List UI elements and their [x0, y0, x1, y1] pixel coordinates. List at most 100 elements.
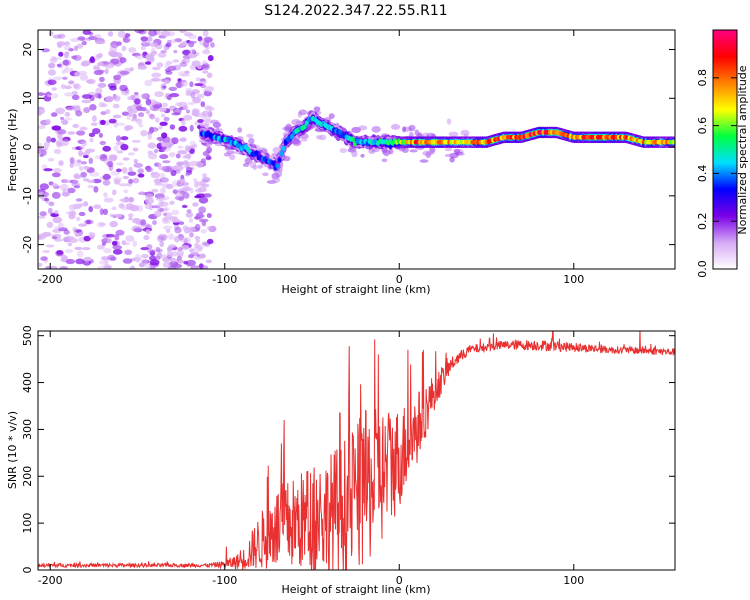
noise-speck [160, 187, 166, 195]
noise-speck [72, 123, 80, 128]
ridge-halo [444, 153, 451, 158]
ridge-halo [328, 113, 335, 119]
noise-speck [87, 179, 95, 184]
noise-speck [145, 167, 154, 173]
noise-speck [160, 83, 167, 91]
noise-speck [114, 213, 123, 218]
colorbar-tick-label: 0.8 [696, 69, 709, 87]
noise-speck [179, 137, 187, 142]
noise-speck [140, 93, 149, 99]
noise-speck [71, 94, 80, 101]
noise-speck [75, 110, 83, 117]
noise-speck [177, 78, 182, 83]
noise-speck [129, 108, 138, 114]
noise-speck [43, 168, 53, 172]
noise-speck [39, 183, 49, 191]
noise-speck [160, 50, 167, 54]
ridge-halo [351, 150, 358, 158]
noise-speck [122, 258, 133, 264]
noise-speck [200, 101, 206, 108]
noise-speck [161, 113, 166, 118]
noise-speck [108, 118, 117, 124]
noise-speck [122, 157, 130, 161]
noise-speck [109, 213, 115, 218]
noise-speck [81, 161, 87, 165]
y-tick-label: 200 [21, 466, 34, 487]
noise-speck [157, 52, 167, 58]
noise-speck [89, 137, 94, 143]
noise-speck [105, 109, 111, 115]
noise-speck [68, 80, 75, 85]
noise-speck [64, 41, 70, 46]
ridge-halo [408, 124, 416, 132]
noise-speck [179, 42, 185, 47]
noise-speck [158, 166, 167, 171]
ridge-halo [389, 148, 394, 155]
noise-speck [86, 219, 91, 225]
noise-speck [69, 162, 74, 168]
snr-panel: -200 -100 0 100 0 100 200 300 400 500 Height of … [6, 325, 676, 596]
noise-speck [195, 77, 201, 82]
noise-speck [169, 152, 176, 158]
noise-speck [47, 79, 57, 85]
noise-speck [58, 160, 64, 167]
noise-speck [134, 98, 141, 105]
noise-speck [154, 210, 162, 217]
noise-speck [159, 107, 165, 113]
noise-speck [124, 33, 131, 38]
noise-speck [96, 222, 106, 228]
noise-speck [145, 109, 150, 115]
ridge-blob [277, 157, 282, 163]
ridge-halo [446, 118, 452, 125]
noise-speck [63, 229, 70, 235]
noise-speck [158, 125, 163, 130]
noise-speck [147, 142, 156, 149]
noise-speck [98, 40, 106, 45]
noise-speck [202, 70, 209, 74]
noise-speck [173, 235, 180, 243]
x-tick-label: -200 [38, 574, 63, 587]
noise-speck [132, 217, 141, 224]
noise-speck [176, 81, 182, 89]
noise-speck [165, 70, 173, 75]
noise-speck [159, 240, 165, 247]
noise-speck [162, 183, 172, 189]
noise-speck [114, 178, 121, 185]
noise-speck [99, 259, 108, 265]
ridge-halo [449, 156, 455, 163]
noise-speck [103, 197, 114, 203]
x-tick-label: 0 [396, 273, 403, 286]
noise-speck [149, 113, 156, 120]
noise-speck [142, 258, 148, 266]
noise-speck [151, 72, 162, 78]
noise-speck [138, 123, 144, 128]
noise-speck [151, 188, 159, 193]
ridge-halo [315, 135, 323, 140]
colorbar-tick-label: 0.2 [696, 212, 709, 230]
noise-speck [89, 104, 97, 111]
ridge-halo [300, 138, 308, 142]
noise-speck [101, 256, 109, 261]
noise-speck [99, 76, 105, 83]
noise-speck [147, 133, 152, 140]
noise-speck [200, 253, 206, 259]
noise-speck [147, 56, 155, 62]
noise-speck [42, 191, 49, 197]
noise-speck [149, 250, 156, 256]
noise-speck [169, 258, 178, 263]
noise-speck [205, 38, 212, 44]
noise-speck [50, 265, 58, 269]
noise-speck [149, 259, 160, 266]
noise-speck [125, 235, 135, 242]
noise-speck [186, 109, 190, 114]
noise-speck [179, 236, 188, 243]
noise-speck [65, 258, 76, 265]
ridge-halo [244, 157, 252, 164]
noise-speck [71, 90, 78, 95]
noise-speck [189, 48, 196, 54]
noise-speck [118, 203, 125, 209]
noise-speck [104, 258, 109, 266]
noise-speck [128, 47, 137, 53]
y-tick-label: 20 [21, 43, 34, 57]
noise-speck [198, 197, 209, 204]
